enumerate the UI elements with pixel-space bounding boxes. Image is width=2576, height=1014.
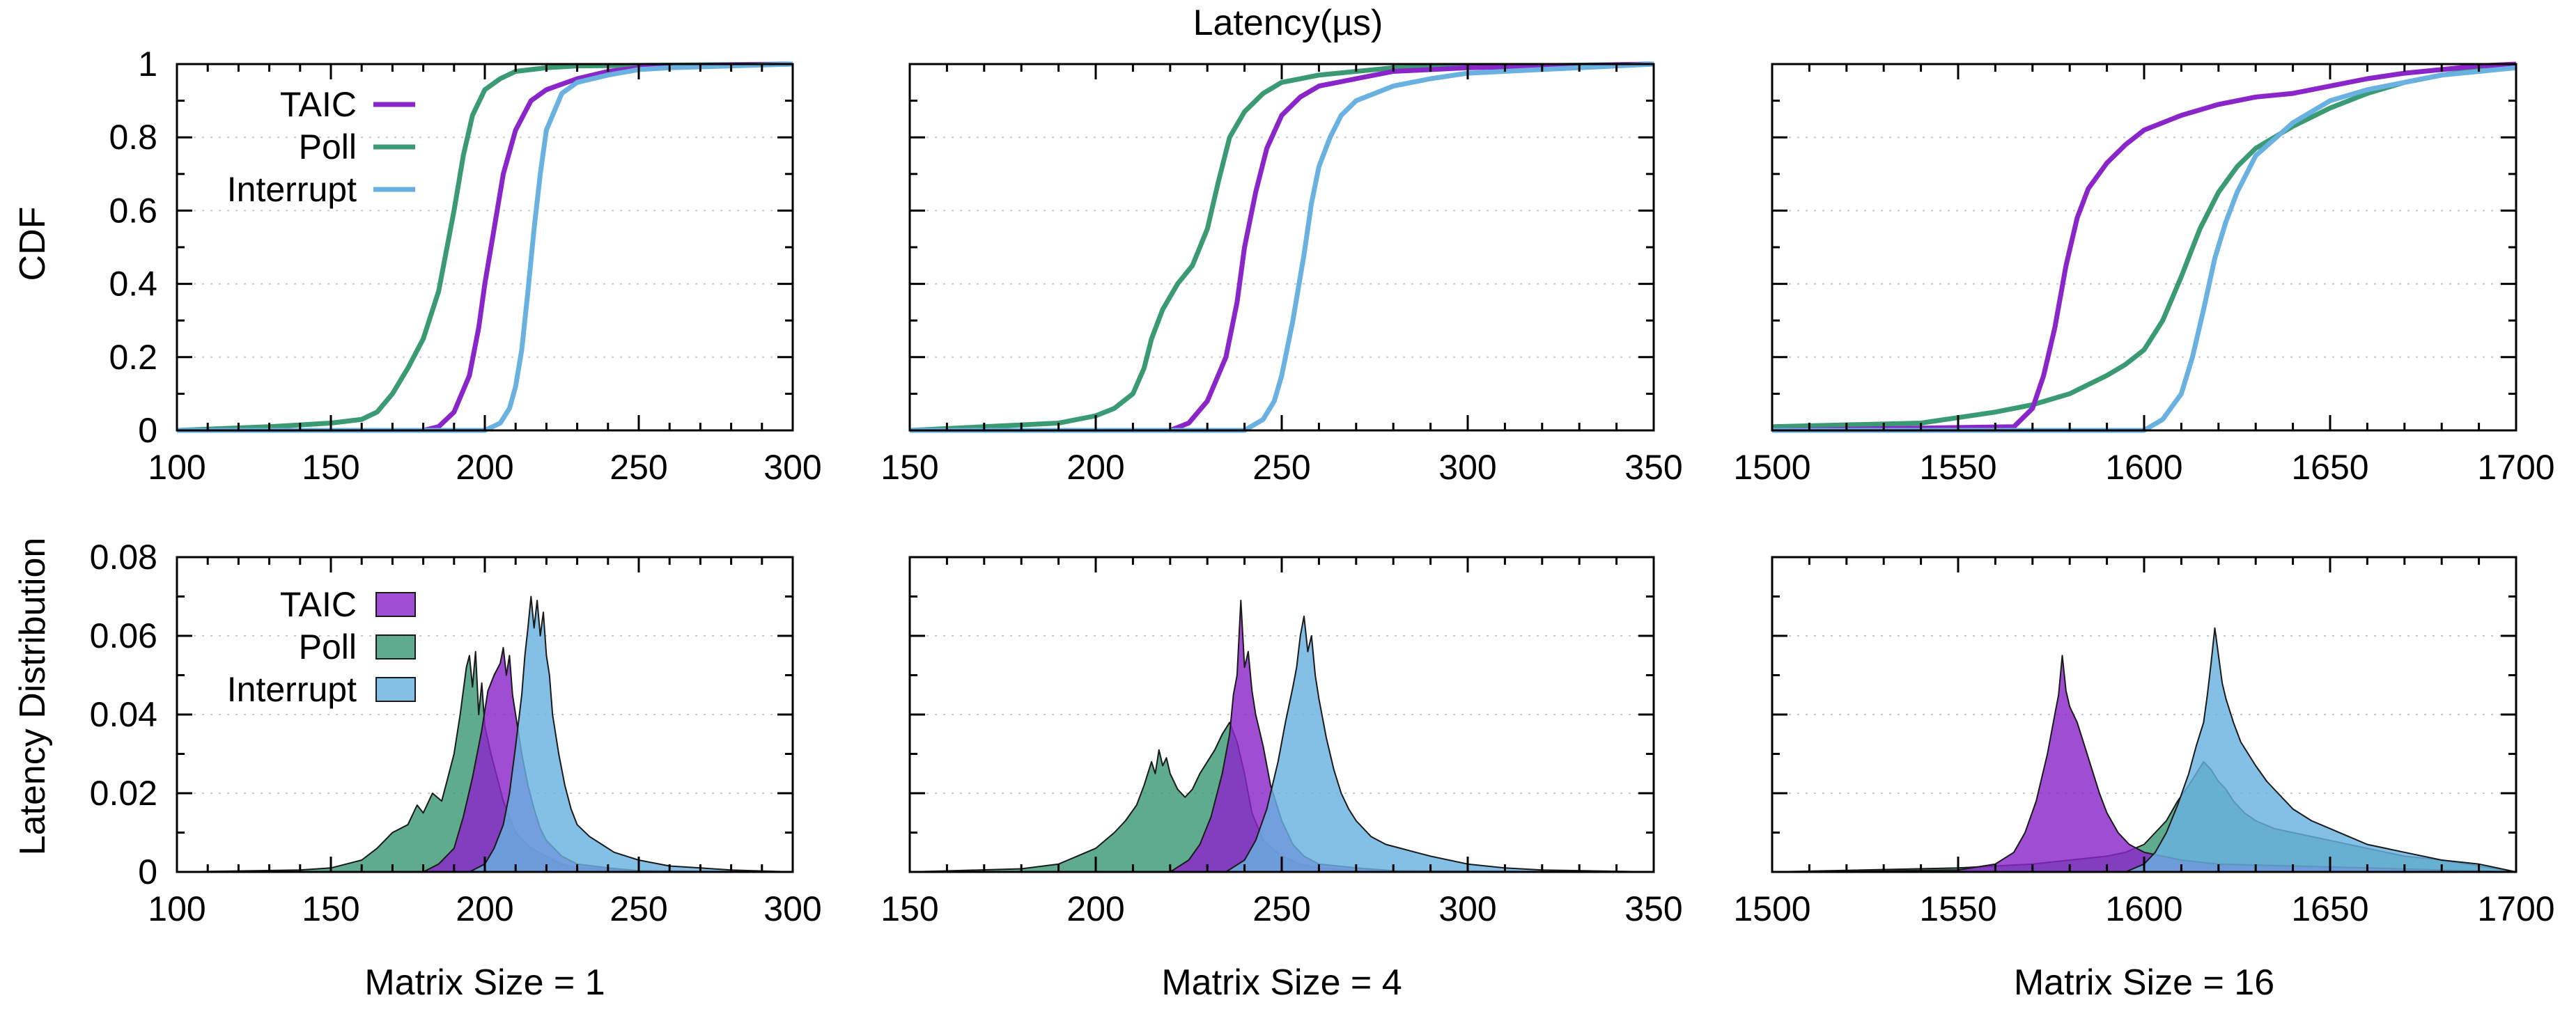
y-tick-label: 0.4	[109, 265, 157, 304]
plot-frame	[1771, 556, 2517, 873]
x-tick-label: 1550	[1919, 448, 1996, 487]
x-tick-label: 200	[1066, 448, 1124, 487]
y-tick-label: 0.04	[90, 695, 157, 734]
x-tick-label: 150	[880, 889, 938, 928]
x-tick-label: 200	[456, 889, 513, 928]
x-tick-label: 1650	[2291, 889, 2368, 928]
legend-label-taic: TAIC	[280, 585, 357, 624]
cdf-line-taic	[177, 61, 793, 433]
x-tick-label: 1600	[2105, 889, 2182, 928]
legend-label-poll: Poll	[299, 627, 357, 666]
x-axis-label: Matrix Size = 1	[364, 962, 605, 1003]
legend-label-interrupt: Interrupt	[227, 670, 357, 709]
y-tick-label: 0.2	[109, 338, 157, 377]
x-tick-label: 250	[1252, 448, 1310, 487]
x-tick-label: 1550	[1919, 889, 1996, 928]
x-tick-label: 350	[1624, 448, 1682, 487]
x-tick-label: 250	[610, 889, 667, 928]
y-tick-label: 0.8	[109, 118, 157, 157]
y-tick-label: 1	[138, 45, 157, 84]
y-tick-label: 0.06	[90, 616, 157, 655]
x-axis-label: Matrix Size = 4	[1161, 962, 1402, 1003]
figure-title: Latency(µs)	[1193, 3, 1383, 43]
cdf-line-poll	[909, 61, 1654, 433]
x-tick-label: 300	[763, 889, 821, 928]
x-tick-label: 1600	[2105, 448, 2182, 487]
cdf-line-poll	[176, 61, 793, 433]
plot-frame	[1771, 63, 2517, 432]
x-tick-label: 1700	[2477, 889, 2554, 928]
y-tick-label: 0.08	[90, 538, 157, 577]
x-tick-label: 100	[148, 448, 205, 487]
chart-panel-dist-matrix-16: 1500 1550 1600 1650 1700 Matrix Size = 16	[1733, 556, 2555, 1003]
cdf-line-interrupt	[910, 61, 1654, 433]
chart-panel-cdf-matrix-16: 1500 1550 1600 1650 1700	[1733, 61, 2555, 487]
x-tick-label: 1500	[1733, 889, 1810, 928]
x-axis-label: Matrix Size = 16	[2014, 962, 2274, 1003]
x-tick-label: 350	[1624, 889, 1682, 928]
distribution-area-taic	[1771, 655, 2517, 873]
x-tick-label: 200	[1066, 889, 1124, 928]
cdf-line-interrupt	[1772, 65, 2517, 433]
distribution-ylabel: Latency Distribution	[13, 538, 53, 856]
cdf-line-taic	[910, 61, 1654, 433]
distribution-area-interrupt	[176, 595, 793, 873]
chart-panel-dist-matrix-4: 150 200 250 300 350 Matrix Size = 4	[880, 556, 1683, 1003]
y-tick-label: 0.02	[90, 774, 157, 813]
x-tick-label: 250	[610, 448, 667, 487]
y-tick-label: 0	[138, 852, 157, 891]
x-tick-label: 300	[1438, 889, 1496, 928]
x-tick-label: 150	[880, 448, 938, 487]
legend-label-taic: TAIC	[280, 85, 357, 124]
cdf-line-interrupt	[177, 61, 793, 433]
x-tick-label: 200	[456, 448, 513, 487]
cdf-line-taic	[1771, 61, 2517, 433]
x-tick-label: 1650	[2291, 448, 2368, 487]
legend-swatch-interrupt	[375, 677, 416, 702]
legend-swatch-taic	[375, 592, 416, 617]
x-tick-label: 100	[148, 889, 205, 928]
x-tick-label: 1500	[1733, 448, 1810, 487]
chart-panel-cdf-matrix-4: 150 200 250 300 350	[880, 61, 1683, 487]
y-tick-label: 0	[138, 411, 157, 450]
legend-label-interrupt: Interrupt	[227, 170, 357, 209]
y-tick-label: 0.6	[109, 191, 157, 230]
x-tick-label: 300	[1438, 448, 1496, 487]
distribution-area-interrupt	[1771, 627, 2517, 873]
plot-frame	[176, 63, 794, 432]
x-tick-label: 300	[763, 448, 821, 487]
distribution-area-interrupt	[909, 615, 1654, 873]
chart-panel-dist-matrix-1: 100 150 200 250 300 0 0.02 0.04 0.06 0.08 Matrix S…	[90, 538, 822, 1003]
cdf-line-poll	[1771, 63, 2517, 430]
x-tick-label: 150	[302, 448, 359, 487]
legend-swatch-poll	[375, 634, 416, 660]
chart-panels: 100 150 200 250 30000.20.40.60.81TAICPollInt…	[90, 45, 2555, 1003]
x-tick-label: 150	[302, 889, 359, 928]
cdf-ylabel: CDF	[13, 207, 53, 281]
x-tick-label: 250	[1252, 889, 1310, 928]
x-tick-label: 1700	[2477, 448, 2554, 487]
legend-label-poll: Poll	[299, 127, 357, 166]
